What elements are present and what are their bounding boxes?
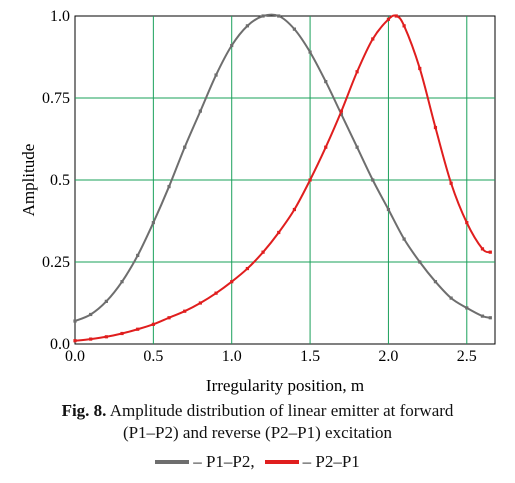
x-tick-label: 1.0: [222, 348, 242, 365]
series-0-point: [292, 27, 297, 31]
legend-swatch-p1p2: [155, 459, 190, 464]
series-0-point: [324, 80, 328, 84]
series-1-point: [198, 301, 202, 305]
figure-caption-line-1: Fig. 8. Amplitude distribution of linear…: [0, 401, 515, 421]
figure-caption-line-2: (P1–P2) and reverse (P2–P1) excitation: [122, 423, 393, 442]
y-tick-label: 0.25: [42, 254, 70, 271]
series-0-point: [418, 260, 422, 264]
x-axis-label: Irregularity position, m: [206, 376, 364, 395]
series-0-point: [371, 178, 375, 182]
series-1-point: [183, 309, 187, 313]
series-1-point: [214, 291, 218, 295]
series-0-point: [308, 50, 312, 54]
series-1-point: [433, 125, 438, 130]
series-1-point: [488, 250, 492, 254]
series-0-point: [386, 207, 391, 212]
series-1-point: [371, 37, 375, 41]
series-0-point: [465, 306, 469, 310]
amplitude-chart: 0.0 0.5 1.0 1.5 2.0 2.5 0.0 0.25 0.5 0.75 1.0 Irre…: [19, 8, 496, 395]
y-tick-label: 1.0: [50, 8, 70, 25]
series-0-point: [355, 145, 359, 149]
series-1-point: [120, 331, 124, 336]
y-tick-label: 0.5: [50, 172, 70, 189]
series-0-point: [488, 316, 492, 320]
y-tick-label: 0.75: [42, 90, 70, 107]
series-1-point: [245, 266, 249, 271]
series-1-point: [277, 230, 281, 235]
series-0-point: [433, 280, 438, 284]
y-axis-label: Amplitude: [19, 144, 38, 217]
series-0-point: [277, 14, 281, 18]
series-1-point: [89, 337, 93, 341]
x-tick-label: 0.5: [143, 348, 163, 365]
series-1-point: [386, 17, 391, 21]
axis-ticks: 0.0 0.5 1.0 1.5 2.0 2.5 0.0 0.25 0.5 0.75 1.0: [42, 8, 477, 365]
legend-label-p1p2: – P1–P2,: [193, 452, 255, 471]
series-1-point: [292, 207, 297, 212]
legend-label-p2p1: – P2–P1: [302, 452, 360, 471]
series-1-point: [136, 327, 140, 331]
grid-lines: [75, 16, 495, 344]
x-tick-label: 0.0: [65, 348, 85, 365]
series-1-point: [230, 280, 234, 284]
series-0-point: [120, 280, 124, 284]
series-1-point: [394, 14, 398, 18]
series-1-point: [73, 339, 77, 343]
series-0-point: [167, 184, 171, 189]
series-1-point: [324, 145, 328, 149]
series-0-point: [151, 221, 155, 225]
x-tick-label: 2.5: [457, 348, 477, 365]
series-0-point: [104, 299, 108, 303]
series-0-point: [245, 24, 249, 28]
figure-label: Fig. 8.: [61, 401, 107, 420]
series-1-point: [449, 181, 453, 185]
series-1-point: [151, 322, 155, 326]
series-0-point: [73, 319, 77, 323]
x-tick-label: 1.5: [300, 348, 320, 365]
legend-swatch-p2p1: [264, 459, 299, 464]
series-1: [73, 14, 492, 343]
caption-text-1: Amplitude distribution of linear emitter…: [109, 401, 454, 420]
legend: – P1–P2, – P2–P1: [0, 452, 515, 472]
series-1-point: [480, 247, 485, 251]
series-1-point: [402, 24, 406, 28]
series-line-0: [74, 13, 491, 322]
series-0: [73, 13, 492, 323]
series-1-point: [418, 66, 422, 71]
series-0-point: [230, 43, 234, 48]
series-0-point: [261, 14, 265, 18]
series-layer: [73, 13, 492, 343]
x-tick-label: 2.0: [378, 348, 398, 365]
series-0-point: [339, 112, 344, 116]
series-1-point: [355, 70, 359, 74]
y-tick-label: 0.0: [50, 336, 70, 353]
series-0-point: [480, 314, 485, 318]
series-0-point: [214, 73, 218, 77]
series-1-point: [308, 178, 312, 182]
series-1-point: [104, 335, 108, 339]
series-0-point: [449, 296, 453, 300]
series-1-point: [465, 221, 469, 225]
series-0-point: [136, 253, 140, 258]
series-0-point: [89, 312, 93, 317]
series-0-point: [402, 237, 406, 241]
series-1-point: [167, 316, 171, 320]
series-1-point: [261, 250, 265, 254]
series-0-point: [183, 145, 187, 149]
series-0-point: [198, 109, 202, 113]
series-1-point: [339, 109, 344, 113]
